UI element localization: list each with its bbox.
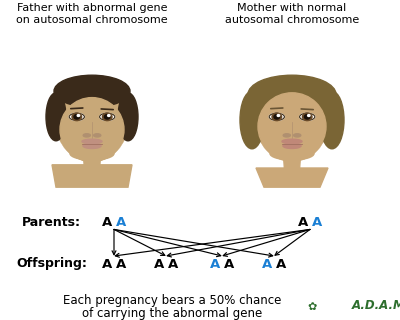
Circle shape — [108, 115, 110, 116]
Ellipse shape — [282, 139, 302, 144]
Text: A: A — [154, 258, 164, 270]
Text: A: A — [262, 258, 272, 270]
Ellipse shape — [56, 85, 128, 162]
Ellipse shape — [54, 75, 130, 107]
Polygon shape — [83, 152, 101, 174]
Text: A: A — [312, 216, 322, 229]
Text: A: A — [102, 258, 112, 270]
Text: Father with abnormal gene
on autosomal chromosome: Father with abnormal gene on autosomal c… — [16, 3, 168, 25]
Text: A.D.A.M.: A.D.A.M. — [352, 299, 400, 312]
Circle shape — [304, 115, 310, 119]
Text: of carrying the abnormal gene: of carrying the abnormal gene — [82, 307, 262, 320]
Circle shape — [77, 115, 80, 116]
Text: A: A — [210, 258, 220, 270]
FancyArrowPatch shape — [301, 109, 313, 110]
Circle shape — [74, 115, 80, 119]
Ellipse shape — [94, 134, 101, 137]
Polygon shape — [283, 152, 301, 174]
Ellipse shape — [118, 93, 138, 141]
Text: A: A — [298, 216, 308, 229]
Ellipse shape — [283, 143, 301, 148]
Text: Mother with normal
autosomal chromosome: Mother with normal autosomal chromosome — [225, 3, 359, 25]
Ellipse shape — [283, 134, 290, 137]
Ellipse shape — [46, 93, 66, 141]
Ellipse shape — [300, 113, 315, 120]
Text: A: A — [102, 216, 112, 229]
Circle shape — [274, 115, 280, 119]
Text: ✿: ✿ — [307, 302, 317, 312]
Circle shape — [308, 115, 310, 116]
Text: A: A — [276, 258, 286, 270]
Text: Each pregnancy bears a 50% chance: Each pregnancy bears a 50% chance — [63, 294, 281, 307]
Circle shape — [277, 115, 280, 116]
Text: A: A — [224, 258, 234, 270]
Ellipse shape — [240, 91, 264, 149]
Ellipse shape — [258, 93, 326, 160]
Ellipse shape — [70, 147, 114, 160]
Text: A: A — [168, 258, 178, 270]
Ellipse shape — [69, 113, 84, 120]
Circle shape — [72, 113, 82, 121]
Circle shape — [104, 115, 110, 119]
Ellipse shape — [270, 147, 314, 160]
Text: Offspring:: Offspring: — [16, 258, 87, 270]
FancyArrowPatch shape — [101, 109, 113, 110]
Text: A: A — [116, 216, 126, 229]
Text: Parents:: Parents: — [22, 216, 81, 229]
Ellipse shape — [248, 75, 336, 114]
Ellipse shape — [269, 113, 284, 120]
Ellipse shape — [83, 143, 101, 148]
Polygon shape — [256, 168, 328, 187]
Ellipse shape — [100, 113, 115, 120]
Ellipse shape — [320, 91, 344, 149]
Circle shape — [272, 113, 282, 121]
FancyArrowPatch shape — [71, 108, 83, 109]
Ellipse shape — [83, 134, 90, 137]
Ellipse shape — [294, 134, 301, 137]
Polygon shape — [52, 165, 132, 187]
Ellipse shape — [60, 98, 124, 162]
Ellipse shape — [256, 85, 328, 162]
FancyArrowPatch shape — [271, 108, 283, 109]
Text: A: A — [116, 258, 126, 270]
Circle shape — [302, 113, 312, 121]
Ellipse shape — [82, 139, 102, 144]
Circle shape — [102, 113, 112, 121]
